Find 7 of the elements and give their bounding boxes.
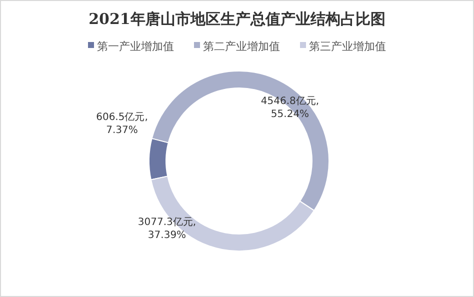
data-label: 606.5亿元, 7.37%	[96, 112, 148, 136]
legend-label: 第三产业增加值	[309, 40, 386, 53]
chart-title: 2021年唐山市地区生产总值产业结构占比图	[88, 10, 386, 28]
legend-label: 第二产业增加值	[203, 40, 280, 53]
legend-label: 第一产业增加值	[97, 40, 174, 53]
data-label: 4546.8亿元, 55.24%	[260, 96, 320, 120]
data-label: 3077.3亿元, 37.39%	[138, 217, 196, 241]
